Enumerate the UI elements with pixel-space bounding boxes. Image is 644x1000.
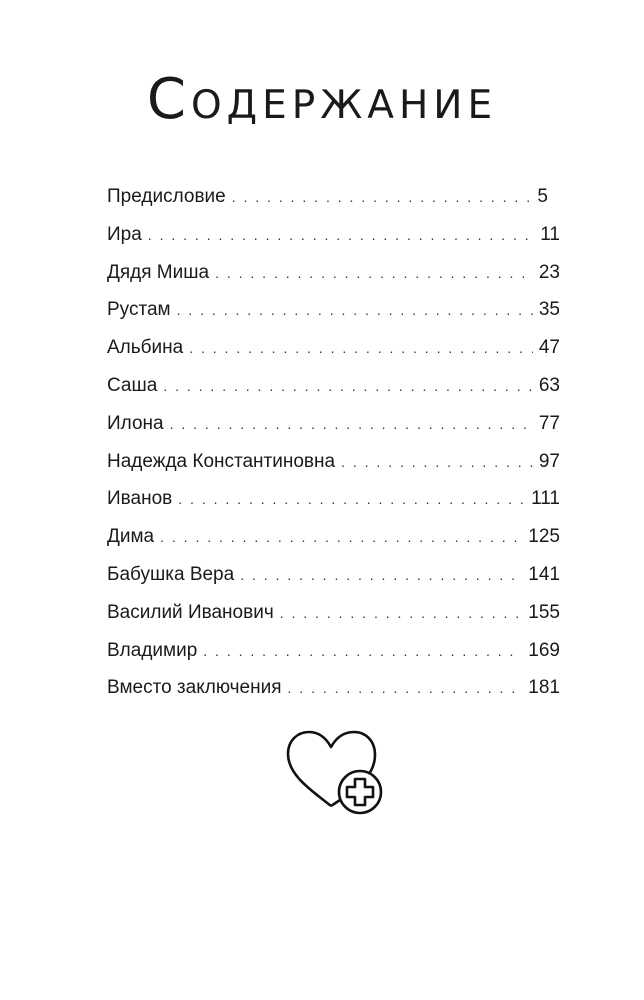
dot-leader [341, 454, 533, 470]
entry-page: 35 [538, 299, 560, 321]
entry-page: 97 [538, 450, 560, 472]
entry-page: 77 [538, 412, 560, 434]
entry-title: Надежда Константиновна [107, 450, 336, 472]
entry-page: 23 [538, 261, 560, 283]
entry-title: Альбина [107, 337, 184, 359]
dot-leader [203, 643, 522, 659]
toc-entry[interactable]: Иванов 111 [107, 488, 560, 526]
entry-page: 5 [537, 186, 548, 207]
entry-title: Владимир [107, 639, 198, 661]
toc-entry[interactable]: Вместо заключения 181 [107, 677, 560, 715]
page-title: Содержание [146, 67, 498, 132]
toc-entry[interactable]: Владимир 169 [107, 640, 560, 678]
entry-page: 63 [538, 374, 560, 396]
entry-page: 11 [540, 223, 560, 245]
entry-page: 141 [528, 563, 560, 585]
toc-entry[interactable]: Надежда Константиновна 97 [107, 451, 560, 489]
dot-leader [148, 227, 534, 243]
entry-title: Дядя Миша [107, 261, 210, 283]
dot-leader [189, 340, 533, 356]
dot-leader [170, 416, 533, 432]
entry-page: 111 [531, 488, 560, 510]
toc-entry[interactable]: Бабушка Вера 141 [107, 564, 560, 602]
toc-entry[interactable]: Василий Иванович 155 [107, 602, 560, 640]
toc-entry[interactable]: Дядя Миша 23 [107, 262, 560, 300]
toc-entry[interactable]: Альбина 47 [107, 337, 560, 375]
dot-leader [215, 265, 533, 281]
toc-entry[interactable]: Предисловие 5 [107, 186, 560, 224]
toc-entry[interactable]: Дима 125 [107, 526, 560, 564]
dot-leader [288, 680, 523, 696]
entry-title: Саша [107, 374, 158, 396]
dot-leader [163, 378, 533, 394]
entry-page: 125 [528, 526, 560, 548]
entry-page: 47 [538, 337, 560, 359]
dot-leader [160, 529, 522, 545]
dot-leader [232, 189, 532, 205]
dot-leader [280, 605, 523, 621]
entry-page: 155 [528, 601, 560, 623]
entry-title: Бабушка Вера [107, 563, 235, 585]
entry-title: Иванов [107, 488, 173, 510]
entry-title: Дима [107, 526, 155, 548]
entry-title: Ира [107, 223, 142, 245]
heart-with-medical-cross-icon [286, 730, 383, 815]
dot-leader [178, 491, 525, 507]
entry-title: Рустам [107, 299, 171, 321]
toc-entry[interactable]: Рустам 35 [107, 299, 560, 337]
entry-title: Василий Иванович [107, 601, 274, 623]
dot-leader [240, 567, 522, 583]
toc-entry[interactable]: Ира 11 [107, 224, 560, 262]
entry-title: Илона [107, 412, 164, 434]
entry-page: 181 [528, 677, 560, 699]
entry-title: Предисловие [107, 186, 226, 207]
entry-page: 169 [528, 639, 560, 661]
entry-title: Вместо заключения [107, 677, 282, 699]
dot-leader [177, 302, 533, 318]
toc-entry[interactable]: Илона 77 [107, 413, 560, 451]
table-of-contents: Предисловие5 Ира11 Дядя Миша23 Рустам35 … [107, 186, 560, 715]
toc-entry[interactable]: Саша 63 [107, 375, 560, 413]
